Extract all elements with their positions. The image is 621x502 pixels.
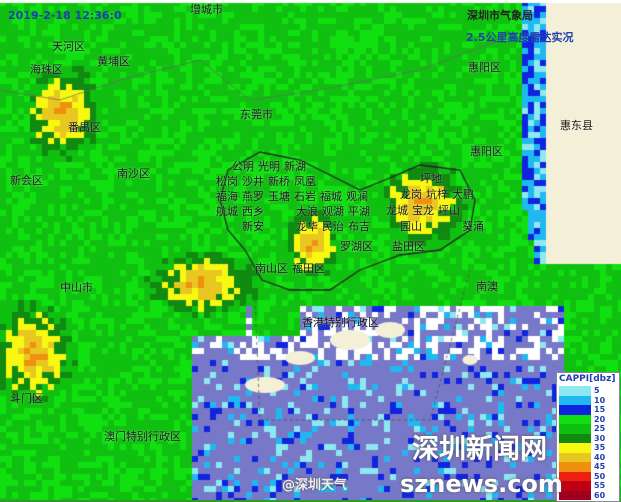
place-label: 福城	[320, 190, 342, 203]
place-label: 中山市	[60, 281, 93, 294]
legend-value: 30	[594, 433, 606, 443]
place-label: 龙华	[296, 220, 318, 233]
place-label: 葵涌	[462, 220, 484, 233]
place-label: 增城市	[190, 3, 223, 16]
place-label: 坑梓	[426, 188, 448, 201]
place-label: 东莞市	[240, 108, 273, 121]
legend-item: 5	[557, 386, 619, 396]
legend-item: 45	[557, 462, 619, 472]
legend-swatch	[559, 395, 591, 405]
legend: CAPPI[dbz] 5 10 15 20 25 30 35 40 45 50 55 60	[556, 372, 620, 502]
legend-item: 15	[557, 405, 619, 415]
place-label: 公明	[232, 160, 254, 173]
place-label: 坪地	[420, 172, 442, 185]
place-label: 观湖	[322, 205, 344, 218]
place-label: 南山区	[255, 262, 288, 275]
legend-value: 60	[594, 490, 606, 500]
place-label: 香港特别行政区	[302, 316, 379, 329]
legend-swatch	[559, 414, 591, 424]
place-label: 宝龙	[412, 204, 434, 217]
legend-value: 5	[594, 386, 600, 396]
subtitle: 2.5公里高度雷达实况	[466, 31, 574, 44]
legend-swatch	[559, 490, 591, 500]
legend-value: 35	[594, 443, 606, 453]
place-label: 民治	[322, 220, 344, 233]
place-label: 大浪	[296, 205, 318, 218]
place-label: 玉塘	[268, 190, 290, 203]
legend-swatch	[559, 452, 591, 462]
place-label: 福海	[216, 190, 238, 203]
place-label: 西乡	[242, 205, 264, 218]
place-label: 园山	[400, 220, 422, 233]
legend-swatch	[559, 471, 591, 481]
place-label: 松岗	[216, 175, 238, 188]
site-watermark-cn: 深圳新闻网	[412, 434, 547, 465]
place-label: 澳门特别行政区	[104, 430, 181, 443]
legend-item: 20	[557, 414, 619, 424]
agency-label: 深圳市气象局	[467, 9, 533, 22]
place-label: 新桥	[268, 175, 290, 188]
place-label: 惠阳区	[468, 61, 501, 74]
legend-swatch	[559, 433, 591, 443]
place-label: 新会区	[10, 174, 43, 187]
legend-swatch	[559, 386, 591, 396]
legend-value: 55	[594, 481, 606, 491]
place-label: 龙城	[386, 204, 408, 217]
legend-value: 50	[594, 471, 606, 481]
legend-item: 40	[557, 452, 619, 462]
legend-title: CAPPI[dbz]	[559, 374, 616, 384]
place-label: 凤凰	[294, 175, 316, 188]
place-label: 沙井	[242, 175, 264, 188]
place-label: 福田区	[292, 262, 325, 275]
legend-swatch	[559, 424, 591, 434]
site-watermark-en: sznews.com	[400, 470, 563, 498]
timestamp: 2019-2-18 12:36:0	[8, 9, 122, 22]
legend-item: 25	[557, 424, 619, 434]
legend-item: 50	[557, 471, 619, 481]
legend-item: 10	[557, 395, 619, 405]
place-label: 罗湖区	[340, 240, 373, 253]
place-label: 布吉	[348, 220, 370, 233]
place-label: 新安	[242, 220, 264, 233]
place-label: 燕罗	[242, 190, 264, 203]
legend-item: 35	[557, 443, 619, 453]
place-label: 航城	[216, 205, 238, 218]
legend-value: 40	[594, 452, 606, 462]
place-label: 石岩	[294, 190, 316, 203]
place-label: 南沙区	[117, 167, 150, 180]
place-label: 海珠区	[30, 63, 63, 76]
legend-swatch	[559, 462, 591, 472]
legend-value: 15	[594, 405, 606, 415]
place-label: 盐田区	[392, 240, 425, 253]
place-label: 龙岗	[400, 188, 422, 201]
legend-item: 30	[557, 433, 619, 443]
place-label: 南澳	[476, 280, 498, 293]
legend-value: 45	[594, 462, 606, 472]
place-label: 黄埔区	[97, 55, 130, 68]
place-label: 斗门区	[10, 392, 43, 405]
weibo-watermark: @深圳天气	[282, 478, 348, 493]
legend-swatch	[559, 443, 591, 453]
place-label: 平湖	[348, 205, 370, 218]
place-label: 番禺区	[68, 121, 101, 134]
legend-value: 10	[594, 395, 606, 405]
place-label: 坪山	[438, 204, 460, 217]
legend-swatch	[559, 405, 591, 415]
legend-item: 55	[557, 481, 619, 491]
place-label: 新湖	[284, 160, 306, 173]
legend-value: 20	[594, 414, 606, 424]
place-label: 光明	[258, 160, 280, 173]
legend-value: 25	[594, 424, 606, 434]
place-label: 观澜	[346, 190, 368, 203]
legend-swatch	[559, 481, 591, 491]
place-label: 惠东县	[560, 119, 593, 132]
place-label: 大鹏	[452, 188, 474, 201]
legend-item: 60	[557, 490, 619, 500]
place-label: 天河区	[52, 40, 85, 53]
place-label: 惠阳区	[470, 145, 503, 158]
